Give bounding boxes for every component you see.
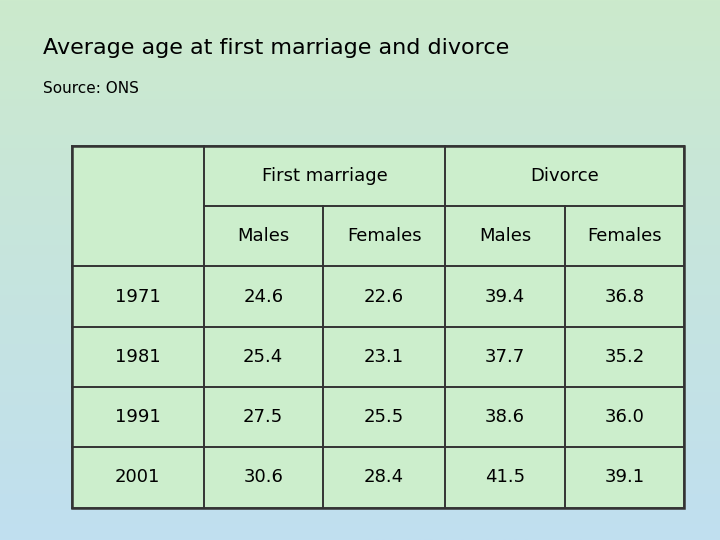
FancyBboxPatch shape: [72, 327, 204, 387]
Text: 30.6: 30.6: [243, 468, 283, 487]
FancyBboxPatch shape: [323, 387, 445, 447]
FancyBboxPatch shape: [204, 266, 323, 327]
FancyBboxPatch shape: [72, 447, 204, 508]
FancyBboxPatch shape: [445, 146, 684, 206]
FancyBboxPatch shape: [323, 266, 445, 327]
FancyBboxPatch shape: [445, 266, 564, 327]
Text: 28.4: 28.4: [364, 468, 404, 487]
FancyBboxPatch shape: [445, 327, 564, 387]
Text: 23.1: 23.1: [364, 348, 404, 366]
Text: Divorce: Divorce: [531, 167, 599, 185]
Text: Source: ONS: Source: ONS: [43, 81, 139, 96]
FancyBboxPatch shape: [204, 387, 323, 447]
Text: Average age at first marriage and divorce: Average age at first marriage and divorc…: [43, 38, 510, 58]
FancyBboxPatch shape: [445, 387, 564, 447]
Text: 36.8: 36.8: [604, 287, 644, 306]
Text: 24.6: 24.6: [243, 287, 283, 306]
Text: 1981: 1981: [115, 348, 161, 366]
Text: 36.0: 36.0: [604, 408, 644, 426]
FancyBboxPatch shape: [323, 447, 445, 508]
Text: Males: Males: [237, 227, 289, 245]
FancyBboxPatch shape: [72, 146, 204, 266]
FancyBboxPatch shape: [204, 206, 323, 266]
FancyBboxPatch shape: [323, 206, 445, 266]
FancyBboxPatch shape: [564, 387, 684, 447]
Text: Females: Females: [587, 227, 662, 245]
Text: 35.2: 35.2: [604, 348, 644, 366]
FancyBboxPatch shape: [72, 266, 204, 327]
Text: 41.5: 41.5: [485, 468, 525, 487]
Text: 2001: 2001: [115, 468, 161, 487]
Text: 25.5: 25.5: [364, 408, 404, 426]
Text: 39.4: 39.4: [485, 287, 525, 306]
FancyBboxPatch shape: [564, 206, 684, 266]
Text: 1991: 1991: [115, 408, 161, 426]
FancyBboxPatch shape: [204, 146, 445, 206]
FancyBboxPatch shape: [323, 327, 445, 387]
Text: 38.6: 38.6: [485, 408, 525, 426]
Text: 22.6: 22.6: [364, 287, 404, 306]
Text: 39.1: 39.1: [604, 468, 644, 487]
Text: First marriage: First marriage: [261, 167, 387, 185]
FancyBboxPatch shape: [72, 387, 204, 447]
Text: 37.7: 37.7: [485, 348, 525, 366]
Text: 25.4: 25.4: [243, 348, 284, 366]
Text: Males: Males: [479, 227, 531, 245]
Text: 27.5: 27.5: [243, 408, 284, 426]
FancyBboxPatch shape: [564, 327, 684, 387]
FancyBboxPatch shape: [445, 447, 564, 508]
FancyBboxPatch shape: [564, 447, 684, 508]
FancyBboxPatch shape: [445, 206, 564, 266]
FancyBboxPatch shape: [564, 266, 684, 327]
FancyBboxPatch shape: [204, 447, 323, 508]
Text: Females: Females: [347, 227, 421, 245]
FancyBboxPatch shape: [204, 327, 323, 387]
Text: 1971: 1971: [115, 287, 161, 306]
